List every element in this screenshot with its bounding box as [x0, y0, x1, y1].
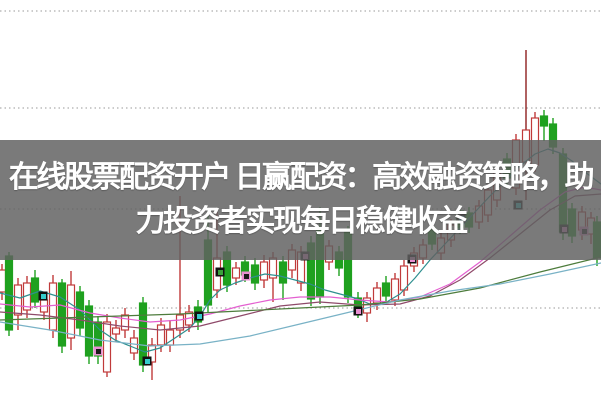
candle-body-down [250, 264, 260, 284]
ma-olive [0, 256, 601, 321]
candle-body-down [278, 261, 288, 284]
candle-body-down [381, 282, 391, 297]
sell-signal-dot [356, 309, 361, 314]
candle-body-down [4, 255, 14, 331]
candle-body-down [84, 305, 94, 357]
candle-body-up [111, 327, 121, 335]
candle-body-down [138, 302, 148, 366]
candle-body-up [390, 278, 400, 301]
ma-lightcyan [0, 262, 601, 347]
headline-line-1: 在线股票配资开户 日赢配资：高效融资策略，助 [8, 161, 595, 194]
candle-body-down [57, 282, 67, 347]
candle-body-down [30, 277, 40, 303]
candle-body-up [66, 284, 76, 339]
buy-signal-dot [145, 359, 150, 364]
candle-body-up [175, 314, 185, 331]
candle-body-up [231, 267, 241, 279]
candle-body-up [13, 284, 23, 316]
candle-body-up [156, 324, 166, 346]
candle-body-down [539, 115, 549, 127]
buy-signal-dot [218, 270, 223, 275]
candle-body-up [120, 314, 130, 331]
candle-body-up [147, 344, 157, 363]
headline-banner: 在线股票配资开户 日赢配资：高效融资策略，助 力投资者实现每日稳健收益 [0, 140, 601, 260]
sell-signal-dot [96, 349, 101, 354]
candle-body-up [48, 282, 58, 331]
buy-signal-dot [41, 294, 46, 299]
buy-signal-dot [197, 314, 202, 319]
candle-body-up [102, 321, 112, 373]
sell-signal-dot [244, 274, 249, 279]
candle-body-up [0, 269, 7, 293]
headline-line-2: 力投资者实现每日稳健收益 [135, 205, 469, 238]
candle-body-up [259, 261, 269, 281]
candle-body-up [129, 337, 139, 354]
